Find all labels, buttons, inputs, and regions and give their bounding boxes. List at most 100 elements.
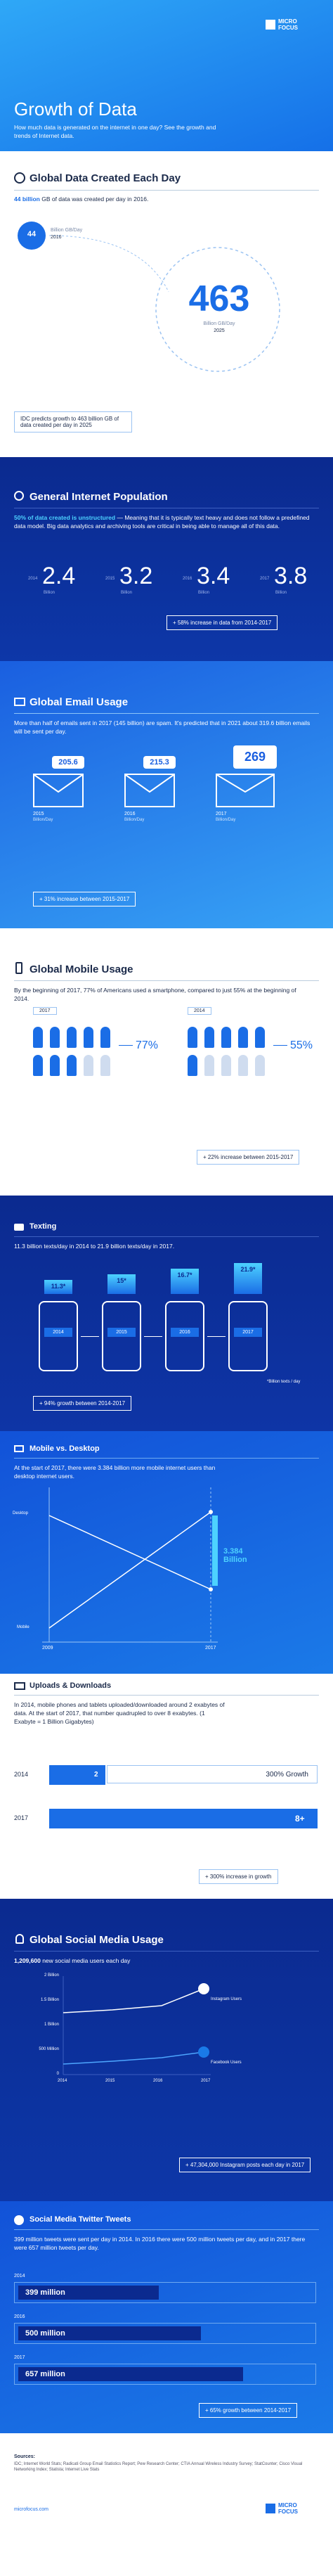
note: + 58% increase in data from 2014-2017 (166, 615, 278, 630)
person-icon (33, 1055, 43, 1076)
email-section: Global Email Usage More than half of ema… (0, 661, 333, 928)
phone (165, 1301, 204, 1371)
envelope (33, 774, 84, 807)
email-unit: Billion/Day (124, 818, 145, 822)
person-icon (100, 1027, 110, 1048)
divider (14, 2229, 319, 2230)
phone-icon (15, 962, 22, 974)
bar-year: 2017 (14, 1814, 29, 1821)
intro-value: 44 billion (14, 196, 40, 203)
note: + 94% growth between 2014-2017 (33, 1396, 132, 1411)
bar-value: 2 (94, 1771, 98, 1779)
user-icon (15, 1934, 24, 1944)
person-icon (255, 1055, 265, 1076)
y-label: 500 Million (39, 2047, 59, 2051)
body: 50% of data created is unstructured — Me… (14, 513, 316, 530)
logo-mark (266, 2504, 275, 2513)
envelope (216, 774, 275, 807)
small-value: 44 (27, 230, 37, 238)
series-label: Mobile (17, 1625, 30, 1629)
person-icon (50, 1027, 60, 1048)
point (209, 1587, 213, 1591)
body: In 2014, mobile phones and tablets uploa… (14, 1701, 225, 1725)
small-year: 2016 (51, 235, 62, 240)
uploads-section: Uploads & Downloads In 2014, mobile phon… (0, 1674, 333, 1899)
note: + 65% growth between 2014-2017 (199, 2403, 298, 2418)
instagram-line (63, 1988, 204, 2013)
bar-value: 399 million (25, 2288, 65, 2297)
text-bar (107, 1274, 136, 1294)
email-year: 2015 (33, 812, 44, 816)
facebook-line (63, 2051, 204, 2065)
logo-mark (266, 20, 275, 30)
divider (14, 1458, 319, 1459)
email-value: 205.6 (52, 756, 84, 769)
y-label: 1.5 Billion (40, 1998, 59, 2002)
stat-value: 3.4 (197, 563, 230, 589)
email-year: 2017 (216, 812, 227, 816)
bar (18, 2326, 201, 2340)
phone-year: 2015 (107, 1328, 136, 1337)
bar-year: 2016 (14, 2314, 25, 2319)
heading: Mobile vs. Desktop (30, 1444, 100, 1453)
person-icon (33, 1027, 43, 1048)
small-circle (18, 222, 46, 250)
footnote: *Billion texts / day (267, 1380, 301, 1384)
bar-value: 657 million (25, 2370, 65, 2378)
email-value: 215.3 (143, 756, 176, 769)
new-users: 1,209,600 (14, 1957, 41, 1964)
bar (18, 2367, 243, 2381)
sources-label: Sources: (14, 2454, 35, 2459)
body: At the start of 2017, there were 3.384 b… (14, 1464, 216, 1480)
internet-section: General Internet Population 50% of data … (0, 457, 333, 661)
person-icon (14, 491, 24, 501)
y-label: 2 Billion (44, 1973, 59, 1978)
bar-value: 8+ (295, 1814, 305, 1824)
y-label: 0 (56, 2072, 59, 2076)
point (209, 1510, 213, 1514)
stat-unit: Billion (275, 591, 287, 595)
highlight: 50% of data created is unstructured (14, 514, 116, 521)
heading: Social Media Twitter Tweets (30, 2215, 131, 2224)
body: 399 million tweets were sent per day in … (14, 2236, 306, 2251)
social-graph (63, 1976, 211, 2075)
stat-value: 3.2 (119, 563, 153, 589)
bar-value: 500 million (25, 2329, 65, 2338)
intro: 44 billion GB of data was created per da… (14, 195, 148, 203)
series-label: Facebook Users (211, 2061, 242, 2065)
mobile-section: Global Mobile Usage By the beginning of … (0, 928, 333, 1196)
bar-track (14, 2364, 316, 2385)
crossing-lines (42, 1487, 218, 1643)
x-label: 2016 (153, 2079, 163, 2083)
instagram-dot (198, 1983, 209, 1994)
footer: Sources: IDC; Internet World Stats; Radi… (0, 2433, 333, 2576)
text-bar (234, 1263, 262, 1294)
person-icon (67, 1055, 77, 1076)
bird-icon (14, 2215, 24, 2225)
person-icon (67, 1027, 77, 1048)
text-value: 16.7* (177, 1271, 192, 1279)
texting-section: Texting 11.3 billion texts/day in 2014 t… (0, 1196, 333, 1431)
phone-year: 2017 (234, 1328, 262, 1337)
stat-value: 3.8 (274, 563, 308, 589)
transfer-icon (14, 1682, 25, 1690)
title: Growth of Data (14, 98, 137, 120)
body: More than half of emails sent in 2017 (1… (14, 719, 311, 735)
bar (49, 1809, 318, 1828)
twitter-section: Social Media Twitter Tweets 399 million … (0, 2201, 333, 2433)
group-value: 77% (136, 1039, 159, 1051)
year-label: 2017 (205, 1646, 216, 1651)
text-value: 11.3* (51, 1283, 66, 1290)
envelope-flap (216, 774, 274, 793)
note: IDC predicts growth to 463 billion GB of… (14, 411, 132, 432)
header: MICRO FOCUS Growth of Data How much data… (0, 0, 333, 151)
person-icon (238, 1027, 248, 1048)
heading: Global Data Created Each Day (30, 172, 181, 184)
heading: Texting (30, 1222, 57, 1231)
bar (49, 1765, 105, 1785)
person-icon (204, 1055, 214, 1076)
email-year: 2016 (124, 812, 136, 816)
flap (34, 774, 83, 793)
flap (216, 774, 274, 793)
phone (102, 1301, 141, 1371)
